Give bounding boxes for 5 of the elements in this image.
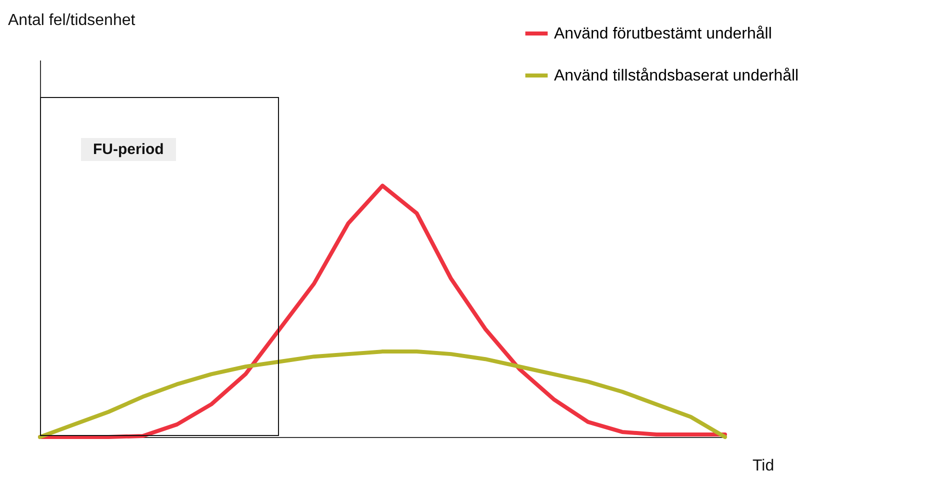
x-axis-title: Tid <box>752 458 774 474</box>
frame-outline: FU-period <box>40 97 279 436</box>
text: Antal fel/tidsenhet <box>8 12 136 30</box>
legend-label: Använd tillståndsbaserat underhåll <box>554 68 799 84</box>
legend-label: Använd förutbestämt underhåll <box>554 26 772 42</box>
